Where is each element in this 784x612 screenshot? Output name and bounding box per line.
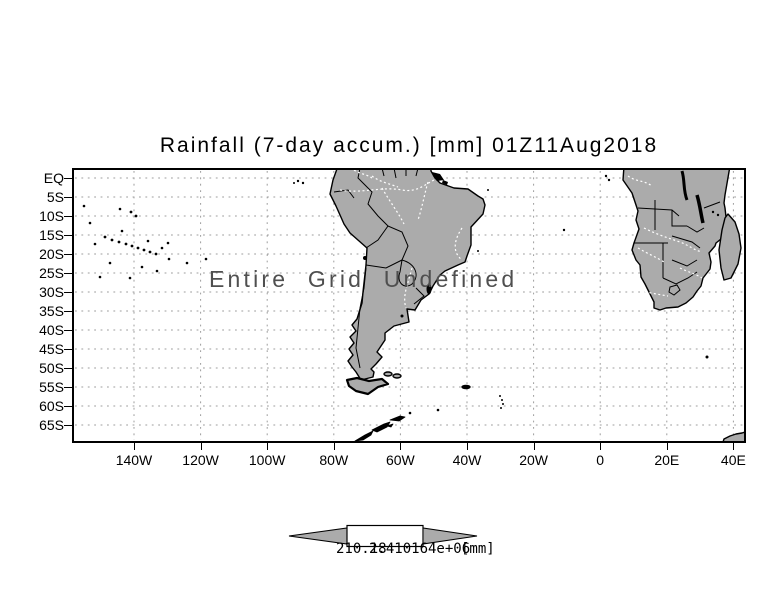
south-georgia-island [461, 384, 471, 390]
lon-tick [666, 443, 668, 450]
lat-label: 60S [39, 398, 64, 414]
lat-label: 55S [39, 379, 64, 395]
lat-tick [64, 178, 72, 179]
small-islands [293, 174, 720, 415]
laguna-mar-chiquita [400, 314, 404, 318]
lat-tick [64, 387, 72, 388]
falkland-islands [383, 371, 393, 377]
lat-label: 35S [39, 303, 64, 319]
colorbar-left-value: 210.18 [336, 541, 387, 557]
lat-tick [64, 406, 72, 407]
lat-label: 45S [39, 341, 64, 357]
lon-label: 100W [248, 452, 286, 468]
lon-tick [134, 443, 135, 450]
lat-label: 50S [39, 360, 64, 376]
lon-tick [333, 443, 335, 450]
lat-label: 25S [39, 265, 64, 281]
lat-label: EQ [43, 170, 64, 186]
amazon-mouth-coast [432, 172, 448, 185]
lake-tanganyika [680, 170, 689, 201]
lon-label: 80W [319, 452, 349, 468]
lat-tick [64, 235, 72, 236]
lat-tick [64, 425, 72, 426]
lat-tick [64, 273, 72, 274]
map-svg [72, 168, 746, 443]
lon-label: 20W [519, 452, 548, 468]
lat-tick [64, 216, 72, 217]
pacific-islands [82, 204, 208, 280]
antarctica-coast [722, 431, 744, 441]
south-sandwich-islands [499, 395, 504, 409]
colorbar-right-arrow [422, 527, 478, 545]
antarctic-peninsula [354, 415, 406, 441]
plot-area [72, 168, 746, 443]
lat-tick [64, 311, 72, 312]
lon-label: 40W [452, 452, 482, 468]
lat-label: 10S [39, 208, 64, 224]
lake-titicaca [363, 256, 367, 260]
lon-label: 20E [654, 452, 680, 468]
rivers [339, 170, 703, 309]
lon-label: 40E [720, 452, 746, 468]
lat-label: 15S [39, 227, 64, 243]
lon-label: 140W [115, 452, 153, 468]
lon-tick [200, 443, 202, 450]
country-borders [333, 170, 721, 369]
colorbar-right-value: 2.410164e+06 [369, 541, 471, 557]
lon-tick [600, 443, 602, 450]
landmasses [82, 170, 744, 441]
lon-label: 120W [182, 452, 219, 468]
lon-tick [733, 443, 735, 450]
lat-label: 5S [46, 189, 64, 205]
tierra-del-fuego [345, 376, 390, 396]
madagascar [718, 213, 742, 281]
lat-label: 20S [39, 246, 64, 262]
lat-tick [64, 368, 72, 369]
lat-tick [64, 254, 72, 255]
lakes [363, 170, 705, 318]
plot-border [72, 168, 746, 443]
falkland-islands [392, 373, 402, 379]
lake-malawi [695, 194, 705, 224]
colorbar [286, 524, 500, 550]
lat-tick [64, 349, 72, 350]
lon-tick [267, 443, 269, 450]
lon-tick [400, 443, 402, 450]
lon-tick [533, 443, 535, 450]
south-america [329, 170, 486, 381]
plot-title: Rainfall (7-day accum.) [mm] 01Z11Aug201… [159, 134, 659, 157]
lon-label: 60W [385, 452, 415, 468]
africa [622, 170, 731, 311]
grid-undefined-message: Entire Grid Undefined [209, 266, 518, 292]
colorbar-svg [288, 524, 478, 548]
lat-tick [64, 330, 72, 331]
lat-tick [64, 292, 72, 293]
lon-tick [467, 443, 468, 450]
lon-label: 0 [596, 452, 605, 468]
colorbar-units: [mm] [461, 541, 495, 557]
lat-label: 40S [39, 322, 64, 338]
lat-label: 30S [39, 284, 64, 300]
lat-label: 65S [39, 417, 64, 433]
lagoa-dos-patos [426, 283, 432, 295]
lat-tick [64, 197, 72, 198]
